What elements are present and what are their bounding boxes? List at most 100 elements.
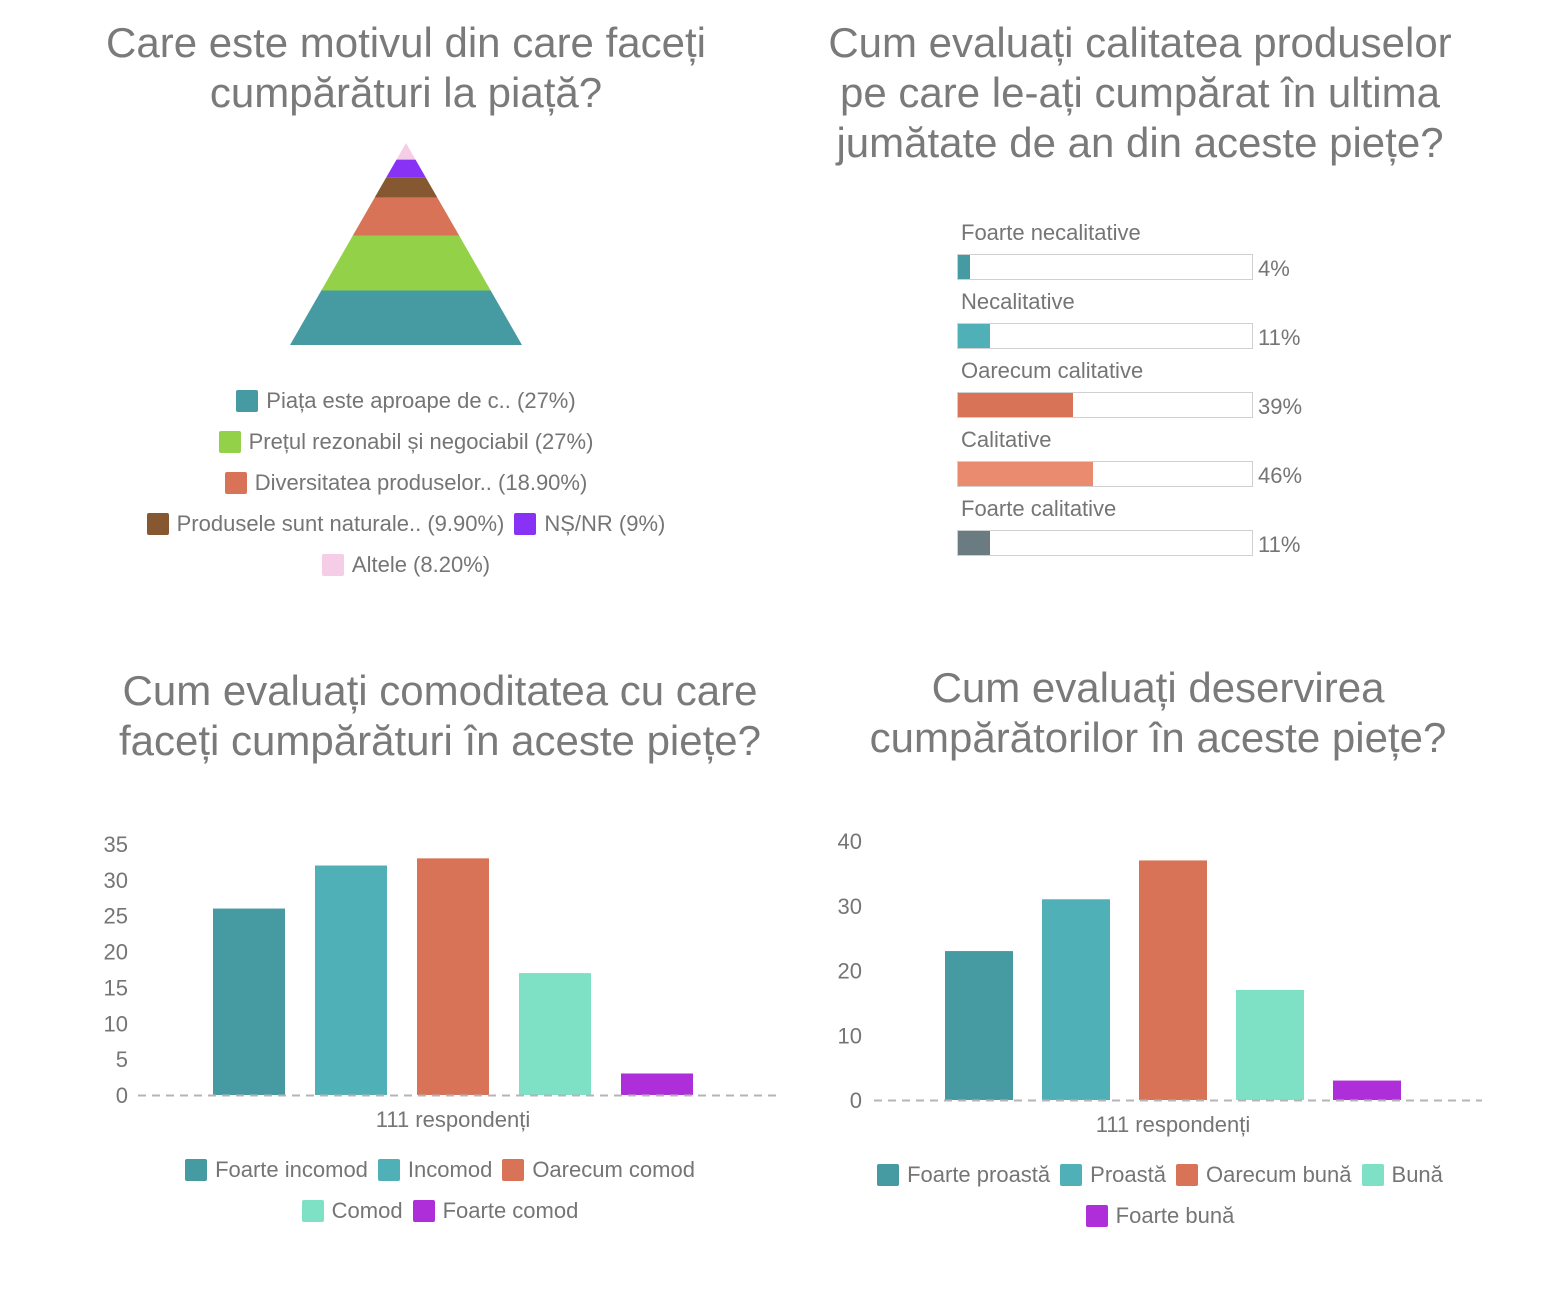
quality-bar-row: Necalitative 11% [957, 289, 1357, 358]
y-tick-label: 20 [838, 959, 862, 984]
legend-item[interactable]: Prețul rezonabil și negociabil (27%) [218, 421, 594, 462]
legend-item[interactable]: Foarte bună [1085, 1195, 1234, 1236]
bar[interactable] [417, 858, 489, 1095]
legend-label: NȘ/NR (9%) [544, 511, 666, 536]
legend-row: Altele (8.20%) [100, 544, 712, 585]
quality-bar-fill[interactable] [958, 531, 991, 555]
pyramid-segment[interactable] [290, 290, 522, 345]
quality-bar-fill[interactable] [958, 255, 970, 279]
quality-bar-value: 39% [1258, 394, 1303, 419]
legend-row: Piața este aproape de c.. (27%) [100, 380, 712, 421]
y-tick-label: 10 [838, 1023, 862, 1048]
quality-bar-value: 46% [1258, 463, 1303, 488]
legend-item[interactable]: Foarte proastă [877, 1154, 1050, 1195]
legend-item[interactable]: Diversitatea produselor.. (18.90%) [224, 462, 587, 503]
quality-bar-label: Oarecum calitative [961, 358, 1144, 383]
bar[interactable] [213, 908, 285, 1095]
legend-label: Prețul rezonabil și negociabil (27%) [248, 429, 594, 454]
legend-item[interactable]: Oarecum comod [502, 1149, 695, 1190]
quality-bar-value: 11% [1258, 532, 1301, 557]
bar[interactable] [621, 1073, 693, 1095]
service-bar-chart: 0 10 20 30 40 111 respondenți [838, 829, 1482, 1137]
pyramid-segment[interactable] [321, 235, 491, 291]
bar[interactable] [315, 865, 387, 1095]
legend-label: Oarecum bună [1205, 1162, 1352, 1187]
legend-item[interactable]: Bună [1361, 1154, 1443, 1195]
legend-swatch [301, 1200, 324, 1222]
quality-bar-value: 11% [1258, 325, 1301, 350]
y-tick-label: 30 [838, 894, 862, 919]
pyramid-segment[interactable] [396, 143, 416, 160]
pyramid-segment[interactable] [374, 177, 438, 198]
quality-bar-label: Foarte necalitative [961, 220, 1141, 245]
legend-label: Produsele sunt naturale.. (9.90%) [176, 511, 505, 536]
quality-bar-fill[interactable] [958, 393, 1073, 417]
legend-label: Foarte incomod [215, 1157, 368, 1182]
legend-swatch [514, 513, 537, 535]
legend-label: Piața este aproape de c.. (27%) [266, 388, 576, 413]
legend-item[interactable]: Comod [301, 1190, 403, 1231]
service-chart-title: Cum evaluați deservirea cumpărătorilor î… [869, 664, 1447, 761]
pyramid-segment[interactable] [386, 159, 426, 178]
quality-bar-value: 4% [1258, 256, 1290, 281]
y-tick-label: 40 [838, 829, 862, 854]
legend-swatch [321, 554, 344, 576]
legend-swatch [1361, 1164, 1384, 1186]
quality-bar-row: Foarte necalitative 4% [957, 220, 1357, 289]
bar[interactable] [519, 973, 591, 1095]
legend-row: Comod Foarte comod [120, 1190, 760, 1231]
quality-bar-row: Foarte calitative 11% [957, 496, 1357, 565]
legend-row: Foarte proastă Proastă Oarecum bună Bună [830, 1154, 1490, 1195]
quality-bar-track [957, 254, 1253, 280]
legend-item[interactable]: Altele (8.20%) [321, 544, 490, 585]
quality-bar-fill[interactable] [958, 462, 1094, 486]
legend-item[interactable]: Oarecum bună [1175, 1154, 1352, 1195]
legend-row: Foarte bună [830, 1195, 1490, 1236]
service-legend: Foarte proastă Proastă Oarecum bună Bună Foa… [830, 1154, 1490, 1236]
x-axis-label: 111 respondenți [376, 1107, 531, 1132]
legend-swatch [185, 1159, 208, 1181]
quality-chart-title: Cum evaluați calitatea produselor pe car… [828, 19, 1452, 166]
legend-item[interactable]: Foarte comod [412, 1190, 578, 1231]
legend-swatch [877, 1164, 900, 1186]
legend-row: Foarte incomod Incomod Oarecum comod [120, 1149, 760, 1190]
legend-item[interactable]: Piața este aproape de c.. (27%) [236, 380, 576, 421]
y-tick-label: 5 [116, 1047, 128, 1072]
y-tick-label: 35 [104, 832, 128, 857]
bar[interactable] [1042, 899, 1110, 1100]
quality-bar-label: Calitative [961, 427, 1052, 452]
legend-row: Produsele sunt naturale.. (9.90%) NȘ/NR (… [100, 503, 712, 544]
legend-item[interactable]: Incomod [377, 1149, 492, 1190]
bar[interactable] [1139, 860, 1207, 1100]
comfort-bar-chart: 0 5 10 15 20 25 30 35 111 respondenți [104, 832, 778, 1132]
comfort-legend: Foarte incomod Incomod Oarecum comod Comod F… [120, 1149, 760, 1231]
legend-label: Foarte proastă [907, 1162, 1051, 1187]
quality-bar-fill[interactable] [958, 324, 991, 348]
y-tick-label: 15 [104, 975, 128, 1000]
quality-bar-track [957, 461, 1253, 487]
legend-swatch [224, 472, 247, 494]
y-tick-label: 10 [104, 1011, 128, 1036]
legend-swatch [502, 1159, 525, 1181]
quality-bar-label: Foarte calitative [961, 496, 1117, 521]
legend-item[interactable]: Proastă [1060, 1154, 1166, 1195]
legend-swatch [1175, 1164, 1198, 1186]
legend-item[interactable]: NȘ/NR (9%) [514, 503, 665, 544]
quality-bars: Foarte necalitative 4% Necalitative 11% Oare… [957, 220, 1357, 570]
legend-label: Oarecum comod [532, 1157, 695, 1182]
legend-swatch [377, 1159, 400, 1181]
y-tick-label: 0 [850, 1088, 862, 1113]
bar[interactable] [1236, 989, 1304, 1100]
pyramid-segment[interactable] [352, 197, 460, 236]
legend-item[interactable]: Produsele sunt naturale.. (9.90%) [146, 503, 505, 544]
legend-label: Proastă [1090, 1162, 1166, 1187]
y-tick-label: 20 [104, 940, 128, 965]
y-tick-label: 25 [104, 904, 128, 929]
bar[interactable] [945, 951, 1013, 1100]
legend-item[interactable]: Foarte incomod [185, 1149, 368, 1190]
bar[interactable] [1333, 1080, 1401, 1100]
quality-bar-track [957, 392, 1253, 418]
y-tick-label: 0 [116, 1083, 128, 1108]
quality-bar-row: Oarecum calitative 39% [957, 358, 1357, 427]
legend-label: Bună [1391, 1162, 1443, 1187]
